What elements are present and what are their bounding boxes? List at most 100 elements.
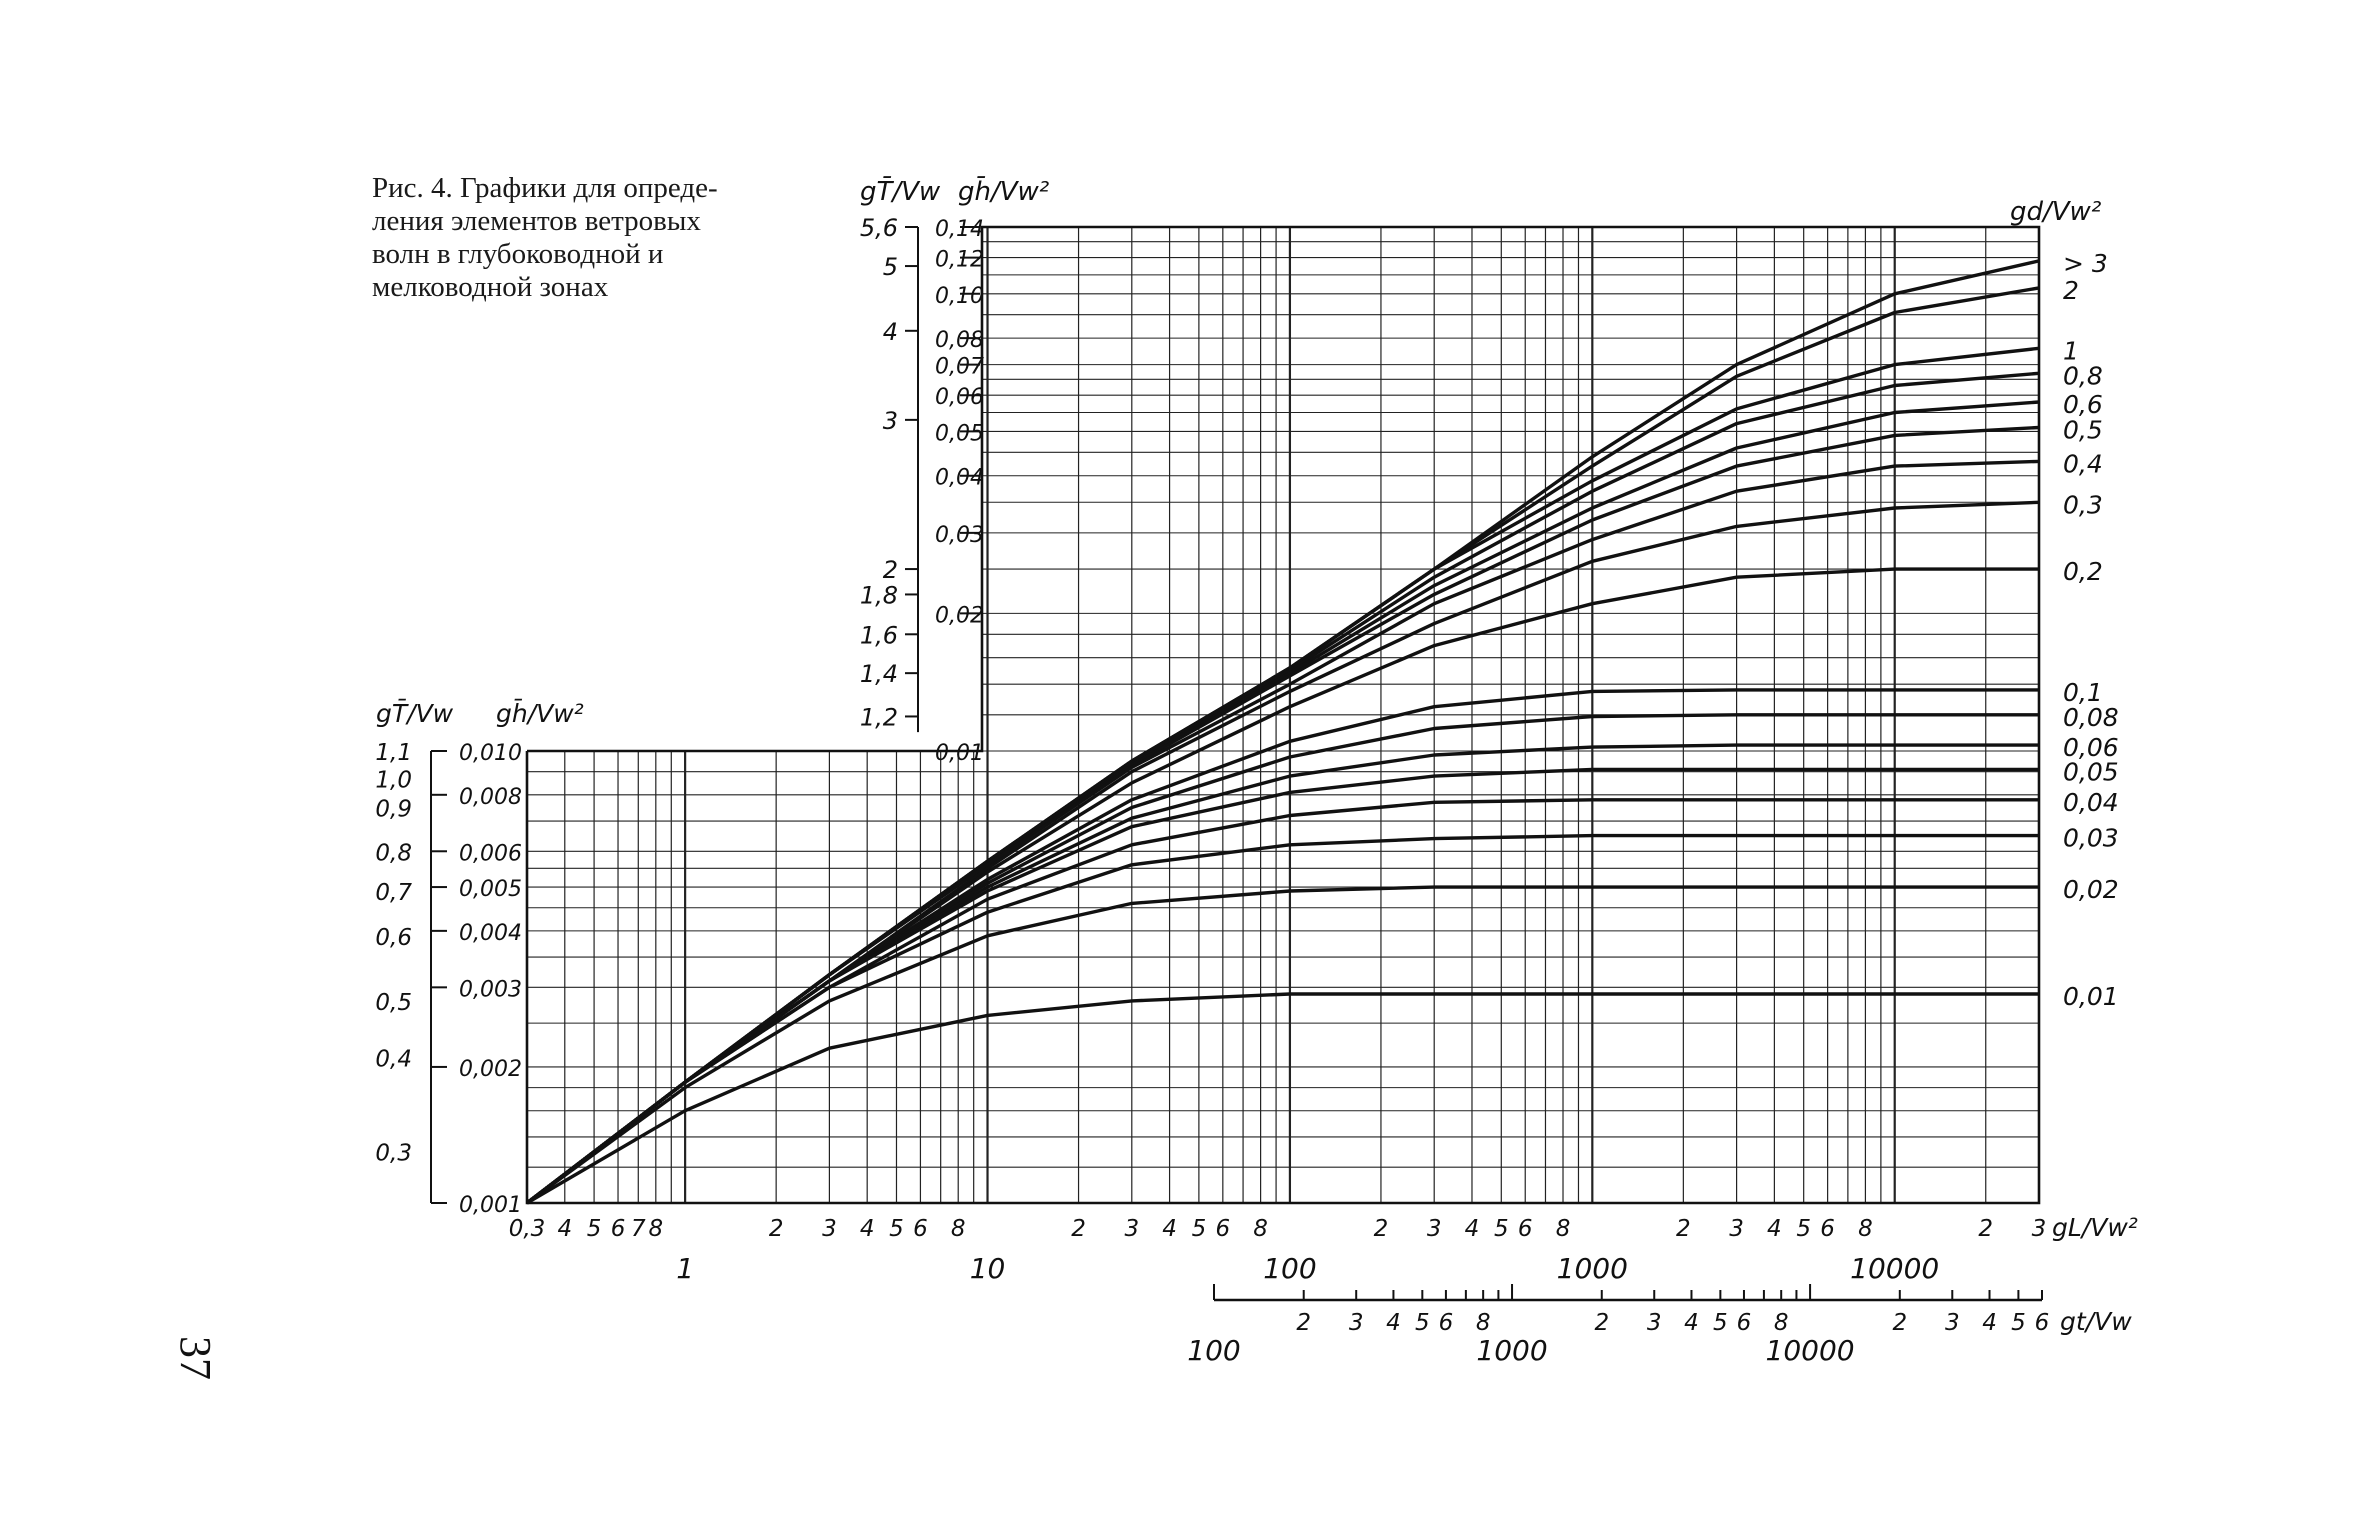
tick-label-fetch: 2 xyxy=(769,1216,784,1242)
curve-008 xyxy=(525,713,2039,1205)
tick-label-T-lower: 0,8 xyxy=(375,840,412,866)
tick-label-h-lower: 0,008 xyxy=(459,785,522,810)
tick-label-fetch: 3 xyxy=(1729,1216,1744,1242)
tick-label-h-lower: 0,003 xyxy=(459,977,522,1002)
decade-label-fetch: 1000 xyxy=(1557,1252,1628,1285)
tick-label-duration: 4 xyxy=(1982,1310,1997,1336)
tick-label-fetch: 6 xyxy=(1216,1216,1231,1242)
tick-label-T-upper: 5 xyxy=(883,253,898,281)
decade-label-fetch: 10000 xyxy=(1850,1252,1939,1285)
axis-labels: > 3210,80,60,50,40,30,20,10,080,060,050,… xyxy=(375,175,2137,1367)
tick-label-T-upper: 1,8 xyxy=(860,581,898,609)
axis-title-h-upper: gh̄/Vw² xyxy=(958,175,1049,207)
tick-label-T-lower: 0,4 xyxy=(375,1046,412,1072)
tick-label-fetch: 8 xyxy=(1556,1216,1571,1242)
tick-label-h-upper: 0,01 xyxy=(935,741,984,766)
tick-label-duration: 4 xyxy=(1684,1310,1699,1336)
tick-label-T-lower: 0,3 xyxy=(375,1140,412,1166)
decade-label-duration: 100 xyxy=(1187,1334,1240,1367)
caption-line: мелководной зонах xyxy=(372,271,609,303)
tick-label-T-lower: 0,9 xyxy=(375,796,412,822)
decade-label-fetch: 10 xyxy=(970,1252,1006,1285)
tick-label-fetch: 5 xyxy=(1494,1216,1509,1242)
depth-label: 0,5 xyxy=(2063,416,2103,445)
axis-title-T-lower: gT̄/Vw xyxy=(376,698,454,728)
tick-label-fetch: 5 xyxy=(587,1216,602,1242)
tick-label-duration: 8 xyxy=(1476,1310,1491,1336)
tick-label-T-upper: 1,6 xyxy=(860,621,898,649)
tick-label-fetch: 4 xyxy=(557,1216,572,1242)
decade-label-fetch: 100 xyxy=(1263,1252,1316,1285)
figure-caption: Рис. 4. Графики для опреде- ления элемен… xyxy=(372,172,812,304)
tick-label-h-upper: 0,05 xyxy=(935,421,984,446)
tick-label-fetch: 6 xyxy=(1518,1216,1533,1242)
tick-label-fetch: 6 xyxy=(1820,1216,1835,1242)
tick-label-duration: 5 xyxy=(1415,1310,1430,1336)
tick-label-fetch: 8 xyxy=(1253,1216,1268,1242)
decade-label-duration: 10000 xyxy=(1766,1334,1855,1367)
tick-label-fetch: 3 xyxy=(822,1216,837,1242)
tick-label-fetch: 4 xyxy=(860,1216,875,1242)
tick-label-fetch: 3 xyxy=(2032,1216,2047,1242)
tick-label-fetch: 8 xyxy=(648,1216,663,1242)
axis-title-depth: gd/Vw² xyxy=(2010,197,2101,227)
depth-label: 0,02 xyxy=(2063,875,2119,904)
tick-label-fetch: 5 xyxy=(1192,1216,1207,1242)
depth-label: 0,08 xyxy=(2063,703,2119,732)
tick-label-h-lower: 0,001 xyxy=(459,1193,522,1218)
tick-label-T-upper: 2 xyxy=(883,556,898,584)
curve-006 xyxy=(525,743,2039,1205)
tick-label-duration: 2 xyxy=(1296,1310,1311,1336)
depth-label: 0,04 xyxy=(2063,788,2119,817)
curve-04 xyxy=(525,459,2040,1205)
tick-label-fetch: 4 xyxy=(1767,1216,1782,1242)
curve-001 xyxy=(526,992,2039,1205)
tick-label-duration: 6 xyxy=(1439,1310,1454,1336)
depth-label: 0,4 xyxy=(2063,449,2103,478)
tick-label-duration: 6 xyxy=(2035,1310,2050,1336)
depth-label: > 3 xyxy=(2063,249,2108,278)
tick-label-T-upper: 3 xyxy=(883,407,898,435)
tick-label-fetch: 6 xyxy=(913,1216,928,1242)
tick-label-T-upper: 4 xyxy=(883,318,898,346)
curve-1 xyxy=(525,346,2040,1205)
tick-label-duration: 2 xyxy=(1892,1310,1907,1336)
curves xyxy=(525,259,2040,1205)
tick-label-fetch: 8 xyxy=(951,1216,966,1242)
tick-label-h-lower: 0,004 xyxy=(459,921,522,946)
tick-label-h-upper: 0,07 xyxy=(935,355,984,380)
tick-label-fetch: 3 xyxy=(1427,1216,1442,1242)
caption-line: ления элементов ветровых xyxy=(372,205,701,237)
curve-3 xyxy=(525,259,2040,1205)
depth-label: 0,05 xyxy=(2063,758,2119,787)
tick-label-duration: 2 xyxy=(1594,1310,1609,1336)
tick-label-T-upper: 5,6 xyxy=(860,214,898,242)
curve-005 xyxy=(525,767,2039,1205)
tick-label-fetch: 6 xyxy=(611,1216,626,1242)
curve-003 xyxy=(525,833,2039,1205)
depth-label: 0,03 xyxy=(2063,824,2119,853)
tick-label-fetch: 2 xyxy=(1374,1216,1389,1242)
decade-label-duration: 1000 xyxy=(1476,1334,1547,1367)
tick-label-h-upper: 0,10 xyxy=(935,284,984,309)
depth-label: 0,01 xyxy=(2063,982,2119,1011)
depth-label: 0,3 xyxy=(2063,490,2103,519)
tick-label-h-upper: 0,12 xyxy=(935,248,984,273)
depth-label: 0,6 xyxy=(2063,390,2103,419)
tick-label-fetch: 5 xyxy=(1796,1216,1811,1242)
tick-label-T-lower: 0,7 xyxy=(375,880,412,906)
tick-label-T-lower: 0,6 xyxy=(375,925,412,951)
axis-title-T-upper: gT̄/Vw xyxy=(860,175,941,207)
depth-label: 2 xyxy=(2063,276,2079,305)
decade-label-fetch: 1 xyxy=(676,1252,694,1285)
tick-label-fetch: 4 xyxy=(1465,1216,1480,1242)
tick-label-T-lower: 1,1 xyxy=(375,740,412,766)
axis-ticks xyxy=(430,226,2043,1302)
curve-06 xyxy=(525,400,2040,1205)
tick-label-T-lower: 0,5 xyxy=(375,990,412,1016)
tick-label-fetch: 0,3 xyxy=(509,1216,546,1242)
tick-label-duration: 3 xyxy=(1945,1310,1960,1336)
tick-label-h-upper: 0,02 xyxy=(935,603,984,628)
tick-label-h-upper: 0,06 xyxy=(935,385,984,410)
